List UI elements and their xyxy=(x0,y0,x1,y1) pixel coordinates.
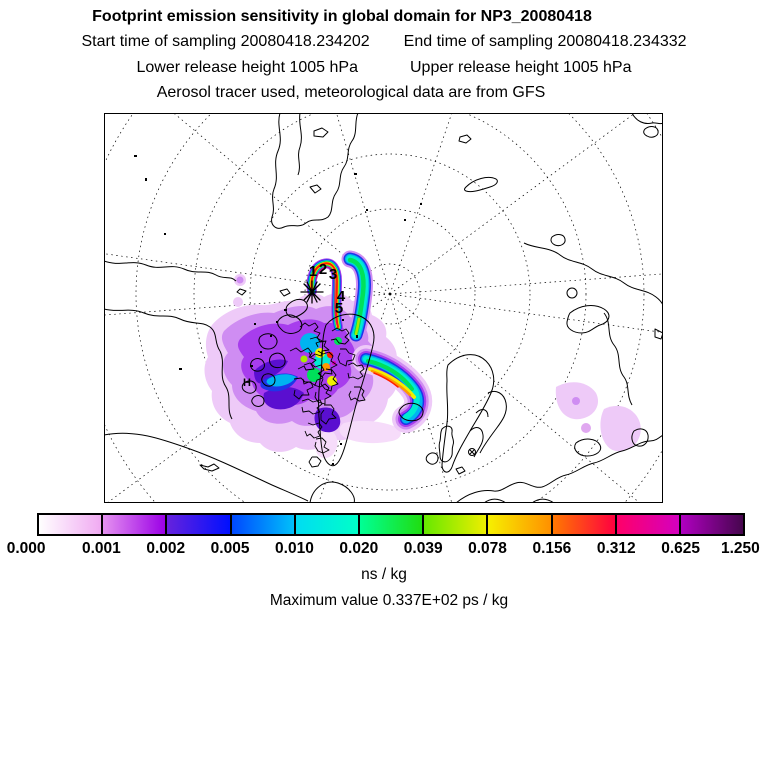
colorbar-tick-label: 0.625 xyxy=(661,540,701,557)
colorbar-segment xyxy=(293,515,358,534)
colorbar-tick-label: 0.005 xyxy=(210,540,250,557)
coastlines xyxy=(104,113,663,503)
plume-ribbon-hook xyxy=(306,258,343,332)
lower-release-label: Lower release height 1005 hPa xyxy=(136,59,359,76)
graticule xyxy=(104,113,663,503)
station-symbol xyxy=(468,448,476,456)
colorbar-tick-label: 0.078 xyxy=(468,540,507,557)
release-heights-row: Lower release height 1005 hPa Upper rele… xyxy=(0,59,768,77)
island-specks xyxy=(134,155,422,465)
colorbar-segment xyxy=(614,515,679,534)
colorbar-segment xyxy=(39,515,102,534)
colorbar-tick-label: 0.010 xyxy=(275,540,314,557)
upper-release-label: Upper release height 1005 hPa xyxy=(410,59,632,76)
start-time-label: Start time of sampling 20080418.234202 xyxy=(81,33,370,50)
colorbar-segment xyxy=(550,515,615,534)
map-panel: 1 2 3 4 5 H xyxy=(104,113,663,503)
colorbar-tick-label: 0.000 xyxy=(6,540,46,557)
colorbar-tick-label: 0.001 xyxy=(81,540,121,557)
colorbar-segment xyxy=(678,515,744,534)
colorbar-segment xyxy=(357,515,423,534)
max-value-label: Maximum value 0.337E+02 ps / kg xyxy=(269,592,509,609)
colorbar-tick-label: 0.002 xyxy=(146,540,186,557)
colorbar-tick-label: 0.020 xyxy=(339,540,379,557)
terrain-contours xyxy=(289,322,366,468)
trajectory-day-labels: 1 2 3 4 5 xyxy=(309,261,346,317)
colorbar-tick-label: 0.039 xyxy=(403,540,443,557)
meridians xyxy=(104,113,663,503)
plume-band-north xyxy=(341,250,373,344)
sampling-times-row: Start time of sampling 20080418.234202 E… xyxy=(0,33,768,51)
colorbar-tick-label: 0.312 xyxy=(596,540,636,557)
page-title: Footprint emission sensitivity in global… xyxy=(92,8,592,25)
colorbar-unit-label: ns / kg xyxy=(361,566,407,583)
trajectory-label-1: 1 xyxy=(309,263,317,280)
colorbar-segment xyxy=(229,515,294,534)
trajectory-label-2: 2 xyxy=(319,261,327,278)
trajectory-label-3: 3 xyxy=(329,266,337,283)
colorbar-segment xyxy=(422,515,487,534)
trajectory-label-5: 5 xyxy=(335,300,343,317)
colorbar-tick-label: 1.250 xyxy=(720,540,760,557)
colorbar-segment xyxy=(101,515,166,534)
plume-band-southeast xyxy=(352,345,433,433)
release-location-marker xyxy=(300,280,324,304)
end-time-label: End time of sampling 20080418.234332 xyxy=(403,33,687,50)
plume-core-blobs xyxy=(300,333,342,386)
trajectory-label-4: 4 xyxy=(337,288,346,305)
colorbar-segment xyxy=(486,515,551,534)
colorbar xyxy=(37,513,745,536)
contour-high-label: H xyxy=(243,377,251,389)
tracer-info-label: Aerosol tracer used, meteorological data… xyxy=(156,84,546,101)
colorbar-segment xyxy=(165,515,230,534)
colorbar-tick-label: 0.156 xyxy=(532,540,572,557)
